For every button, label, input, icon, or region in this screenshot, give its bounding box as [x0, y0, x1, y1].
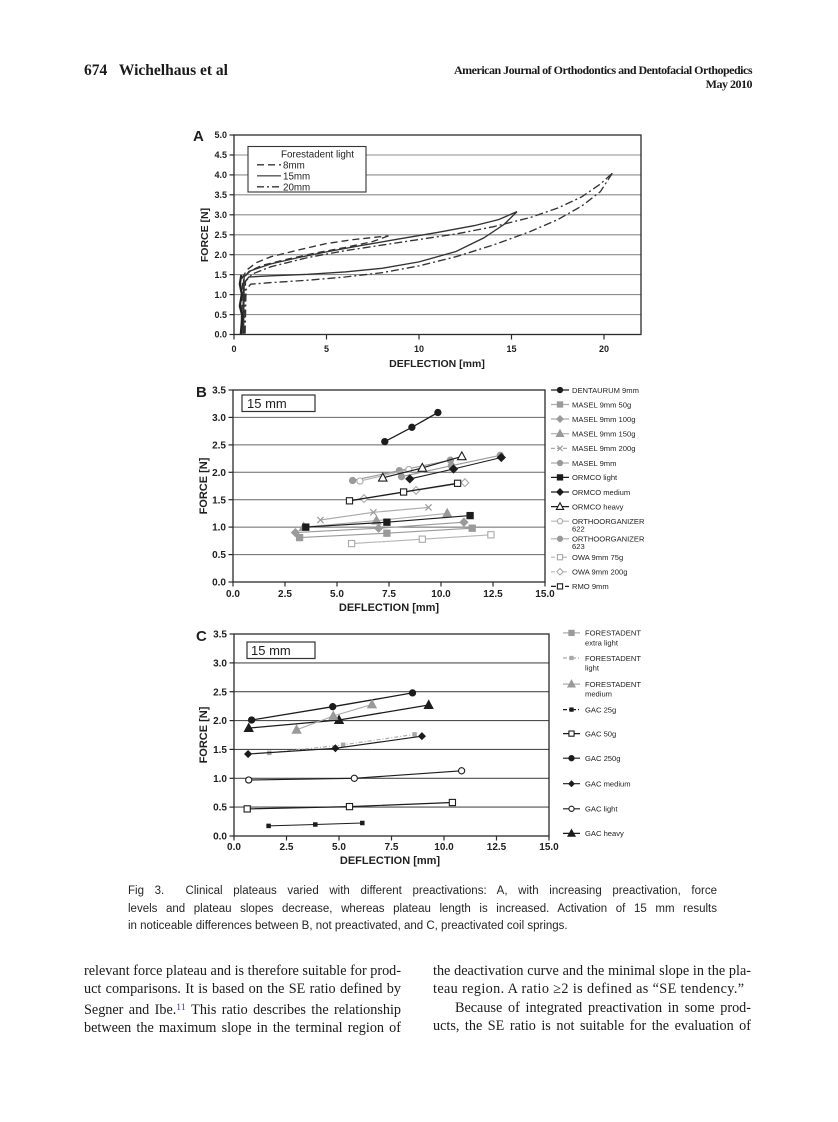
svg-text:8mm: 8mm	[283, 160, 305, 171]
svg-text:ORMCO light: ORMCO light	[572, 473, 618, 482]
svg-text:GAC light: GAC light	[585, 805, 618, 814]
svg-text:12.5: 12.5	[483, 589, 503, 600]
svg-text:15 mm: 15 mm	[251, 643, 291, 658]
svg-text:10.0: 10.0	[434, 842, 454, 853]
svg-text:1.0: 1.0	[212, 523, 226, 534]
svg-text:15mm: 15mm	[283, 171, 310, 182]
svg-text:ORTHOORGANIZER: ORTHOORGANIZER	[572, 517, 645, 526]
svg-text:GAC medium: GAC medium	[585, 780, 631, 789]
svg-text:B: B	[196, 384, 207, 401]
svg-text:GAC 50g: GAC 50g	[585, 729, 616, 738]
svg-text:2.5: 2.5	[212, 441, 226, 452]
svg-text:FORCE [N]: FORCE [N]	[198, 457, 210, 514]
svg-text:ORTHOORGANIZER: ORTHOORGANIZER	[572, 535, 645, 544]
svg-text:0.5: 0.5	[214, 310, 227, 320]
svg-text:2.0: 2.0	[213, 716, 227, 727]
svg-text:15.0: 15.0	[539, 842, 559, 853]
svg-text:RMO 9mm: RMO 9mm	[572, 582, 609, 591]
svg-text:2.5: 2.5	[280, 842, 294, 853]
svg-text:3.5: 3.5	[213, 630, 227, 641]
svg-text:1.5: 1.5	[213, 745, 227, 756]
svg-text:0.0: 0.0	[212, 578, 226, 589]
svg-text:4.5: 4.5	[214, 150, 227, 160]
svg-text:0.0: 0.0	[226, 589, 240, 600]
svg-text:MASEL 9mm 50g: MASEL 9mm 50g	[572, 400, 631, 409]
svg-text:extra light: extra light	[585, 639, 619, 648]
svg-text:3.0: 3.0	[213, 659, 227, 670]
svg-text:2.5: 2.5	[213, 687, 227, 698]
svg-text:0.5: 0.5	[213, 803, 227, 814]
svg-text:0.5: 0.5	[212, 550, 226, 561]
svg-text:0.0: 0.0	[213, 832, 227, 843]
svg-text:2.5: 2.5	[278, 589, 292, 600]
svg-text:15 mm: 15 mm	[247, 396, 287, 411]
svg-text:5.0: 5.0	[332, 842, 346, 853]
svg-text:5.0: 5.0	[214, 130, 227, 140]
svg-text:0.0: 0.0	[227, 842, 241, 853]
svg-text:OWA 9mm 75g: OWA 9mm 75g	[572, 553, 623, 562]
svg-text:ORMCO heavy: ORMCO heavy	[572, 502, 624, 511]
svg-text:3.0: 3.0	[212, 413, 226, 424]
svg-text:2.0: 2.0	[214, 250, 227, 260]
svg-text:FORCE [N]: FORCE [N]	[199, 208, 211, 262]
svg-text:Forestadent light: Forestadent light	[281, 150, 354, 161]
svg-text:FORESTADENT: FORESTADENT	[585, 629, 641, 638]
svg-text:5: 5	[324, 344, 329, 354]
svg-text:MASEL 9mm: MASEL 9mm	[572, 459, 616, 468]
svg-text:7.5: 7.5	[382, 589, 396, 600]
svg-text:10.0: 10.0	[431, 589, 451, 600]
svg-text:10: 10	[414, 344, 424, 354]
svg-text:623: 623	[572, 542, 585, 551]
svg-text:0: 0	[231, 344, 236, 354]
svg-text:622: 622	[572, 525, 585, 534]
svg-text:C: C	[196, 628, 207, 645]
svg-text:2.5: 2.5	[214, 230, 227, 240]
svg-text:1.0: 1.0	[213, 774, 227, 785]
svg-text:OWA 9mm 200g: OWA 9mm 200g	[572, 568, 627, 577]
svg-text:20mm: 20mm	[283, 182, 310, 193]
svg-text:medium: medium	[585, 690, 612, 699]
svg-text:light: light	[585, 664, 600, 673]
svg-text:5.0: 5.0	[330, 589, 344, 600]
svg-text:DEFLECTION [mm]: DEFLECTION [mm]	[339, 602, 440, 614]
svg-text:20: 20	[599, 344, 609, 354]
svg-text:FORESTADENT: FORESTADENT	[585, 654, 641, 663]
svg-text:DEFLECTION [mm]: DEFLECTION [mm]	[340, 855, 441, 867]
svg-text:3.5: 3.5	[212, 386, 226, 397]
svg-text:1.0: 1.0	[214, 290, 227, 300]
svg-text:ORMCO medium: ORMCO medium	[572, 488, 630, 497]
svg-text:7.5: 7.5	[385, 842, 399, 853]
svg-text:GAC heavy: GAC heavy	[585, 829, 624, 838]
svg-text:DEFLECTION [mm]: DEFLECTION [mm]	[389, 358, 485, 370]
svg-text:1.5: 1.5	[214, 270, 227, 280]
svg-text:A: A	[193, 128, 204, 145]
svg-text:3.0: 3.0	[214, 210, 227, 220]
svg-text:1.5: 1.5	[212, 495, 226, 506]
svg-text:2.0: 2.0	[212, 468, 226, 479]
svg-text:FORCE [N]: FORCE [N]	[198, 706, 210, 763]
svg-text:FORESTADENT: FORESTADENT	[585, 680, 641, 689]
svg-text:15.0: 15.0	[535, 589, 555, 600]
svg-text:4.0: 4.0	[214, 170, 227, 180]
svg-text:MASEL 9mm 200g: MASEL 9mm 200g	[572, 444, 635, 453]
svg-text:15: 15	[506, 344, 516, 354]
svg-text:DENTAURUM 9mm: DENTAURUM 9mm	[572, 386, 639, 395]
svg-text:3.5: 3.5	[214, 190, 227, 200]
svg-text:12.5: 12.5	[487, 842, 507, 853]
svg-text:GAC 25g: GAC 25g	[585, 705, 616, 714]
svg-text:0.0: 0.0	[214, 330, 227, 340]
svg-text:GAC 250g: GAC 250g	[585, 754, 620, 763]
svg-text:MASEL 9mm 150g: MASEL 9mm 150g	[572, 430, 635, 439]
svg-text:MASEL 9mm 100g: MASEL 9mm 100g	[572, 415, 635, 424]
